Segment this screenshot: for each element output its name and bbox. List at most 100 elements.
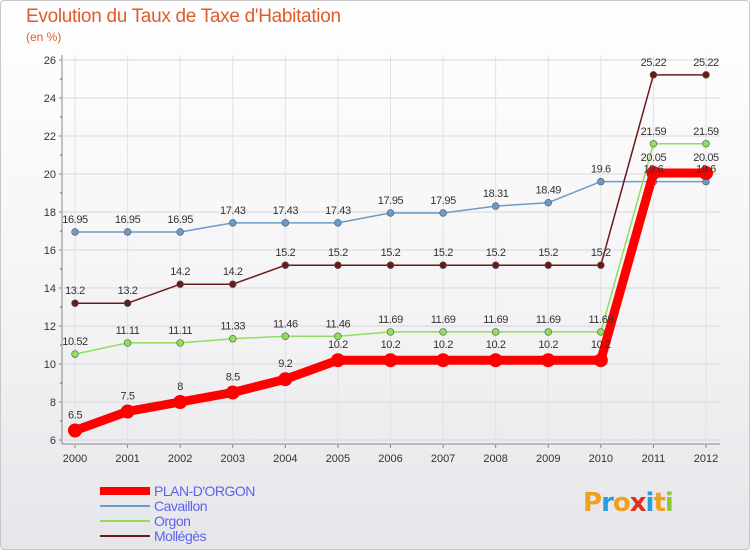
data-point xyxy=(383,353,398,368)
data-point xyxy=(123,339,132,347)
data-label: 19.6 xyxy=(591,164,611,176)
data-label: 11.69 xyxy=(378,314,403,326)
data-point xyxy=(544,198,552,207)
data-label: 25.22 xyxy=(693,57,719,69)
data-point xyxy=(176,228,184,236)
data-point xyxy=(386,209,395,217)
data-point xyxy=(71,299,79,307)
data-point xyxy=(436,353,451,368)
data-label: 20.05 xyxy=(693,152,719,164)
data-label: 11.33 xyxy=(220,321,245,333)
data-label: 13.2 xyxy=(65,285,85,297)
data-label: 15.2 xyxy=(538,247,558,259)
data-label: 11.69 xyxy=(431,314,456,326)
data-point xyxy=(173,395,188,409)
data-point xyxy=(334,219,342,227)
data-label: 15.2 xyxy=(275,247,295,259)
data-point xyxy=(386,261,395,269)
data-label: 7.5 xyxy=(121,391,135,403)
data-point xyxy=(71,228,79,236)
data-label: 11.69 xyxy=(588,314,613,326)
data-label: 11.11 xyxy=(168,325,192,337)
x-tick-label: 2002 xyxy=(168,453,192,465)
data-label: 15.2 xyxy=(591,247,611,259)
data-label: 9.2 xyxy=(278,358,292,370)
legend-swatch xyxy=(100,520,150,522)
data-label: 16.95 xyxy=(167,214,193,226)
y-tick-label: 14 xyxy=(44,283,56,295)
data-label: 11.46 xyxy=(326,318,351,330)
data-point xyxy=(702,140,710,148)
data-point xyxy=(488,353,503,368)
data-label: 21.59 xyxy=(641,126,667,138)
data-point xyxy=(334,261,342,269)
data-point xyxy=(281,219,290,227)
data-point xyxy=(278,372,293,387)
x-tick-label: 2011 xyxy=(642,453,666,465)
y-tick-label: 8 xyxy=(50,397,56,409)
data-point xyxy=(386,328,395,336)
data-label: 11.69 xyxy=(536,314,561,326)
x-tick-label: 2008 xyxy=(483,453,507,465)
y-tick-label: 22 xyxy=(44,131,56,143)
proxiti-logo: Proxiti xyxy=(583,488,674,518)
legend-label: Cavaillon xyxy=(154,498,208,514)
data-point xyxy=(699,166,713,181)
data-label: 16.95 xyxy=(62,214,88,226)
x-tick-label: 2006 xyxy=(378,453,402,465)
data-point xyxy=(123,228,132,236)
data-label: 17.95 xyxy=(430,195,456,207)
data-point xyxy=(649,71,658,79)
y-tick-label: 10 xyxy=(44,359,56,371)
data-label: 15.2 xyxy=(486,247,506,259)
x-tick-label: 2003 xyxy=(221,453,245,465)
data-point xyxy=(281,261,290,269)
legend-swatch xyxy=(100,535,150,537)
data-label: 19.6 xyxy=(696,164,716,176)
data-point xyxy=(597,261,605,269)
data-label: 17.43 xyxy=(220,205,246,217)
y-tick-label: 6 xyxy=(50,435,56,447)
data-label: 20.05 xyxy=(641,152,667,164)
data-point xyxy=(702,71,710,79)
data-point xyxy=(330,353,345,368)
x-tick-label: 2004 xyxy=(273,453,297,465)
data-point xyxy=(649,140,658,148)
data-point xyxy=(593,353,608,368)
data-point xyxy=(281,332,290,340)
data-label: 17.95 xyxy=(378,195,404,207)
y-tick-label: 12 xyxy=(44,321,56,333)
data-point xyxy=(544,261,552,269)
data-point xyxy=(229,219,237,227)
data-point xyxy=(229,280,237,288)
x-tick-label: 2000 xyxy=(63,453,87,465)
data-point xyxy=(597,177,605,186)
chart-title: Evolution du Taux de Taxe d'Habitation xyxy=(26,6,341,27)
data-point xyxy=(597,328,605,336)
data-label: 8.5 xyxy=(226,372,240,384)
data-label: 10.2 xyxy=(433,339,453,351)
data-point xyxy=(646,166,661,181)
data-label: 17.43 xyxy=(325,205,351,217)
legend-swatch xyxy=(100,505,150,507)
data-point xyxy=(491,202,500,210)
data-point xyxy=(176,280,184,288)
data-label: 18.49 xyxy=(535,185,561,197)
data-label: 10.2 xyxy=(538,339,558,351)
data-label: 16.95 xyxy=(115,214,141,226)
y-tick-label: 16 xyxy=(44,245,56,257)
x-tick-label: 2001 xyxy=(115,453,139,465)
data-label: 14.2 xyxy=(223,266,243,278)
data-label: 11.46 xyxy=(273,318,298,330)
data-point xyxy=(229,335,237,343)
data-point xyxy=(544,328,552,336)
data-point xyxy=(176,339,184,347)
data-label: 17.43 xyxy=(273,205,299,217)
data-label: 6.5 xyxy=(68,410,82,422)
data-point xyxy=(120,404,135,419)
data-point xyxy=(68,423,82,438)
data-point xyxy=(491,261,500,269)
data-label: 11.69 xyxy=(483,314,508,326)
data-point xyxy=(439,209,447,217)
